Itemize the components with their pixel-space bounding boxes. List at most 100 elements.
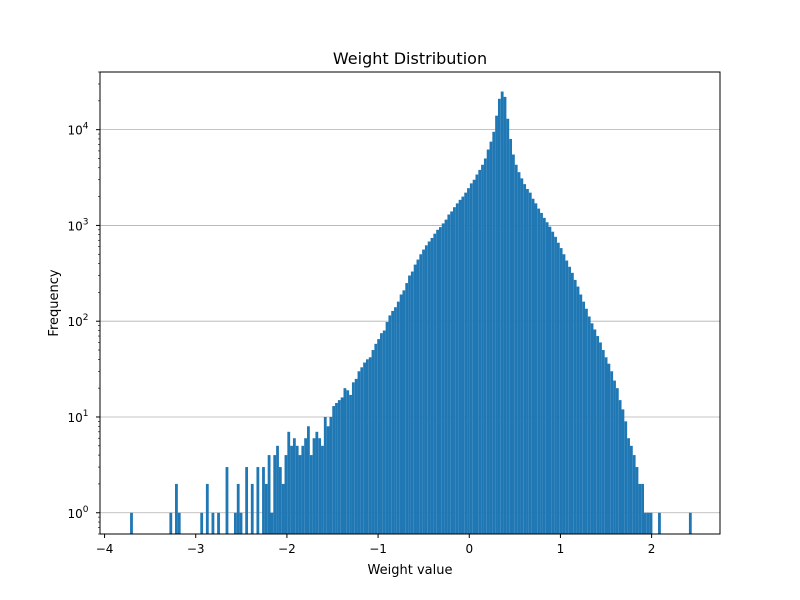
histogram-bar [467, 188, 470, 535]
x-axis-label: Weight value [368, 563, 453, 578]
histogram-bar [593, 329, 597, 534]
histogram-bar [239, 512, 243, 534]
histogram-bar [281, 483, 285, 534]
histogram-bar [629, 445, 633, 534]
histogram-bar [638, 483, 642, 534]
histogram-bar [534, 203, 538, 534]
histogram-bar [262, 467, 265, 534]
histogram-bar [582, 301, 586, 534]
histogram-bar [438, 227, 442, 534]
histogram-bar [509, 138, 513, 534]
histogram-bar [394, 307, 397, 534]
histogram-bar [267, 455, 271, 534]
histogram-bar [635, 467, 639, 534]
x-tick-label: 0 [465, 542, 473, 556]
histogram-bar [562, 254, 566, 534]
histogram-bar [250, 483, 254, 534]
histogram-bar [573, 279, 577, 534]
histogram-bar [264, 483, 268, 534]
histogram-bar [256, 467, 260, 534]
histogram-bar [579, 294, 583, 534]
histogram-bar [500, 91, 504, 535]
histogram-bar [514, 164, 518, 534]
histogram-bar [495, 115, 498, 534]
histogram-bar [233, 512, 237, 534]
histogram-bar [422, 249, 425, 535]
histogram-bar [405, 283, 409, 534]
histogram-bar [526, 189, 529, 534]
y-tick-label: 103 [67, 217, 88, 233]
histogram-bar [441, 223, 445, 534]
histogram-bar [273, 455, 277, 534]
histogram-bar [503, 96, 507, 534]
histogram-bar [292, 438, 296, 534]
histogram-bar [554, 236, 557, 534]
histogram-bar [385, 322, 389, 534]
histogram-bar [315, 431, 319, 534]
histogram-bar [520, 178, 524, 534]
histogram-bar [610, 371, 614, 534]
histogram-bar [447, 214, 451, 534]
histogram-bar [542, 217, 546, 535]
histogram-bar [225, 467, 229, 534]
histogram-bar [430, 237, 434, 535]
histogram-bar [351, 382, 355, 534]
histogram-bar [545, 222, 549, 535]
histogram-bar [413, 264, 417, 534]
histogram-bar [298, 455, 302, 534]
histogram-bar [556, 242, 560, 534]
histogram-bar [565, 260, 569, 534]
histogram-bar [458, 199, 462, 534]
histogram-bar [607, 363, 611, 534]
histogram-bar [627, 438, 630, 534]
histogram-bar [402, 290, 406, 534]
x-tick-label: −2 [278, 542, 296, 556]
histogram-bar [326, 426, 330, 534]
x-tick-label: −4 [96, 542, 114, 556]
histogram-bar [321, 445, 324, 534]
histogram-bar [621, 409, 625, 534]
x-tick-label: −1 [369, 542, 387, 556]
histogram-bar [472, 179, 476, 534]
histogram-bar [587, 316, 591, 534]
histogram-bar [483, 158, 487, 535]
histogram-bar [329, 416, 333, 534]
histogram-bar [363, 362, 366, 534]
y-axis-label: Frequency [47, 269, 62, 336]
histogram-bar [643, 512, 647, 534]
histogram-bar [649, 512, 653, 534]
histogram-bar [130, 512, 133, 534]
histogram-bar [301, 445, 305, 534]
histogram-bar [278, 467, 282, 534]
histogram-bar [632, 455, 636, 534]
histogram-bar [475, 174, 479, 534]
histogram-bar [469, 183, 473, 534]
histogram-bar [295, 445, 299, 534]
histogram-bar [615, 388, 619, 534]
histogram-bar [205, 483, 209, 534]
histogram-bar [287, 431, 291, 534]
histogram-bar [377, 339, 381, 534]
histogram-bar [436, 229, 439, 534]
histogram-bar [559, 248, 563, 534]
histogram-bar [461, 196, 465, 534]
histogram-bar [177, 512, 181, 534]
histogram-bar [590, 323, 594, 534]
histogram-bar [343, 388, 347, 534]
histogram-bar [408, 275, 411, 534]
histogram-bar [641, 483, 644, 534]
histogram-bar [624, 421, 628, 534]
histogram-bar [455, 203, 459, 534]
histogram-bar [368, 357, 372, 534]
histogram-bar [236, 483, 240, 534]
histogram-bar [618, 400, 622, 534]
histogram-bar [337, 400, 341, 534]
chart-title: Weight Distribution [333, 49, 487, 68]
histogram-bar [478, 169, 482, 534]
histogram-bar [688, 512, 692, 534]
histogram-bar [576, 286, 580, 534]
histogram-bar [512, 154, 515, 535]
histogram-bar [464, 192, 468, 534]
histogram-bar [217, 512, 220, 534]
histogram-bar [489, 141, 493, 534]
